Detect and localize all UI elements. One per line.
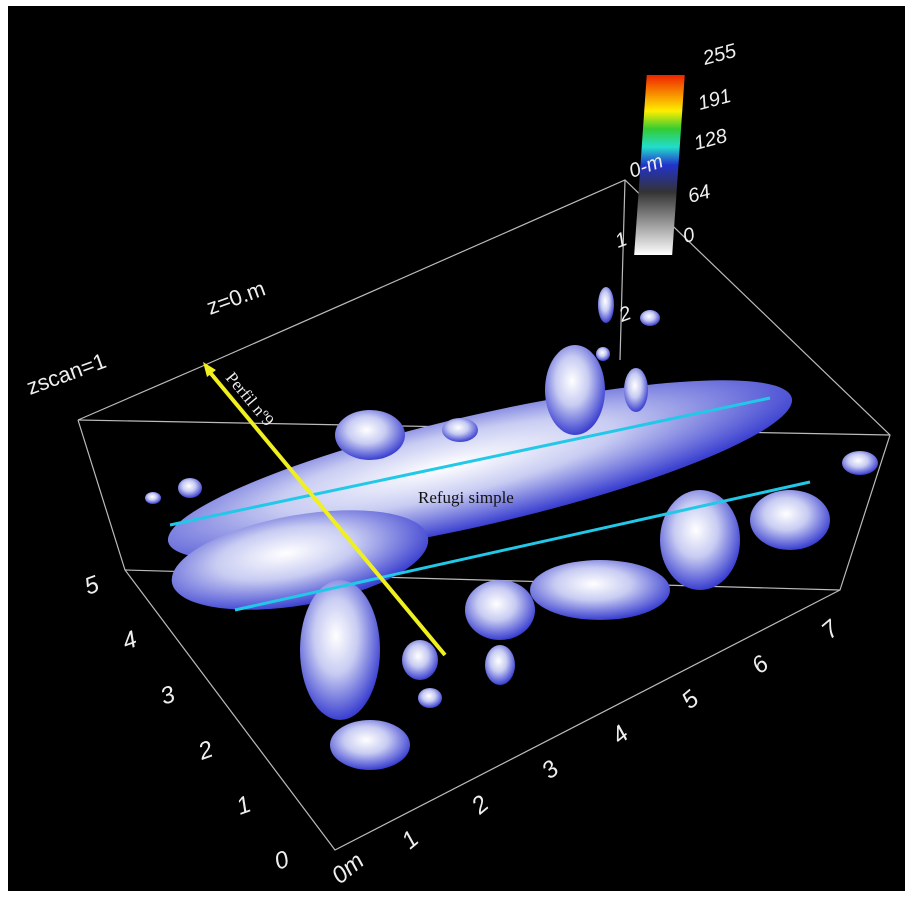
zone-label: Refugi simple xyxy=(418,488,514,507)
colorbar xyxy=(634,75,685,255)
zone-lines xyxy=(169,396,811,612)
reflectors xyxy=(145,287,878,770)
colorbar-label: 0 xyxy=(681,224,697,248)
profile-arrow xyxy=(203,362,447,657)
